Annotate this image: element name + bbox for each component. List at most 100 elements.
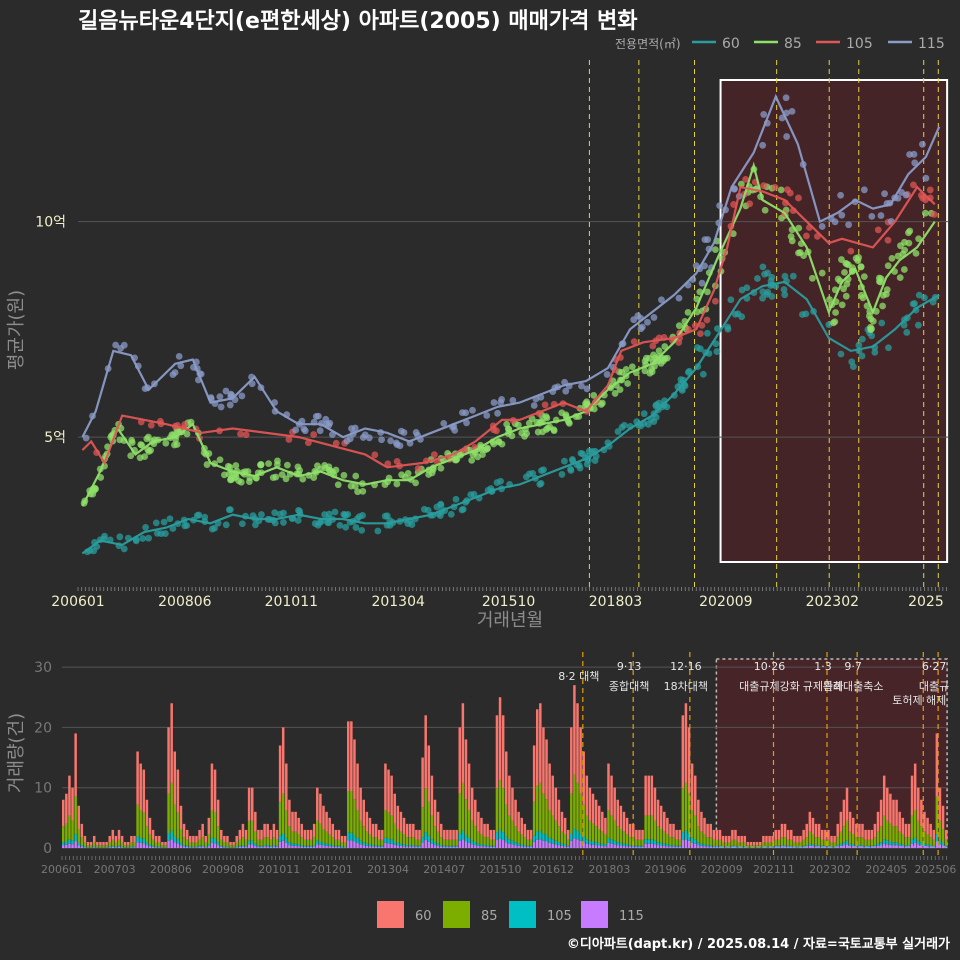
volume-bar-segment — [492, 846, 496, 848]
volume-bar-segment — [421, 807, 424, 838]
volume-bar-segment — [353, 799, 356, 835]
volume-bar-segment — [285, 763, 288, 811]
volume-bar-segment — [77, 829, 80, 843]
volume-bar-segment — [235, 846, 238, 848]
volume-bar-segment — [195, 846, 198, 848]
volume-bar-segment — [622, 831, 626, 844]
volume-bar-segment — [532, 841, 536, 848]
volume-bar-segment — [721, 847, 725, 848]
volume-bar-segment — [322, 842, 325, 846]
volume-bar-segment — [734, 829, 737, 840]
volume-bar-segment — [232, 845, 235, 848]
volume-bar-segment — [551, 839, 554, 844]
volume-bar-segment — [371, 837, 375, 846]
series-85-point — [347, 482, 355, 490]
volume-bar-segment — [68, 839, 71, 844]
volume-bar-segment — [501, 715, 505, 789]
volume-bar-segment — [830, 842, 833, 847]
series-60-point — [903, 329, 911, 336]
volume-bars — [62, 685, 948, 848]
volume-bar-segment — [337, 829, 341, 840]
volume-bar-segment — [542, 793, 545, 834]
volume-bar-segment — [467, 763, 471, 811]
series-85-point — [832, 309, 839, 316]
volume-bar-segment — [731, 846, 734, 848]
series-105-point — [630, 338, 638, 346]
series-85-point — [245, 478, 253, 485]
series-105-point — [541, 401, 549, 409]
volume-bar-segment — [669, 837, 672, 846]
volume-bar-segment — [759, 841, 762, 846]
series-85-point — [818, 269, 826, 277]
volume-bar-segment — [182, 823, 186, 838]
volume-bar-segment — [201, 845, 204, 847]
volume-bar-segment — [650, 843, 654, 848]
series-115-point — [698, 279, 706, 287]
volume-bar-segment — [523, 837, 527, 846]
volume-bar-segment — [752, 845, 756, 848]
volume-bar-segment — [635, 846, 638, 848]
volume-bar-segment — [715, 829, 719, 840]
series-115-point — [675, 294, 683, 302]
volume-bar-segment — [839, 843, 843, 846]
volume-bar-segment — [929, 823, 932, 838]
volume-x-tick: 200806 — [150, 863, 192, 876]
volume-bar-segment — [269, 839, 273, 846]
volume-bar-segment — [886, 820, 889, 841]
volume-bar-segment — [452, 846, 455, 848]
volume-bar-segment — [331, 837, 335, 846]
volume-bar-segment — [889, 793, 892, 824]
volume-bar-segment — [923, 845, 926, 848]
volume-bar-segment — [529, 829, 533, 840]
volume-bar-segment — [288, 845, 291, 848]
volume-legend-swatch-105 — [509, 901, 536, 928]
series-115-point — [463, 419, 470, 427]
volume-bar-segment — [291, 831, 294, 844]
volume-bar-segment — [833, 846, 836, 848]
policy-annotation: 9·13 — [617, 660, 642, 673]
volume-bar-segment — [833, 842, 836, 847]
volume-bar-segment — [470, 820, 474, 841]
volume-bar-segment — [700, 811, 703, 832]
volume-bar-segment — [709, 837, 712, 846]
volume-bar-segment — [622, 811, 626, 832]
volume-bar-segment — [223, 842, 226, 847]
volume-bar-segment — [241, 846, 245, 848]
volume-bar-segment — [381, 829, 384, 840]
series-105-point — [742, 175, 749, 183]
volume-bar-segment — [486, 823, 489, 838]
volume-bar-segment — [247, 820, 251, 841]
series-60-point — [336, 521, 344, 529]
series-85-point — [224, 462, 232, 470]
series-60-point — [295, 507, 302, 514]
volume-bar-segment — [92, 842, 96, 847]
volume-bar-segment — [139, 763, 142, 811]
volume-bar-segment — [396, 842, 400, 846]
series-60-point — [271, 509, 279, 517]
volume-bar-segment — [870, 839, 874, 846]
volume-bar-segment — [591, 823, 595, 842]
volume-bar-segment — [374, 846, 378, 848]
volume-bar-segment — [207, 817, 211, 835]
volume-bar-segment — [790, 829, 793, 840]
x-tick-label: 201304 — [371, 594, 425, 610]
volume-bar-segment — [148, 834, 152, 845]
volume-bar-segment — [285, 810, 288, 838]
volume-bar-segment — [935, 733, 939, 797]
series-85-point — [283, 461, 291, 469]
volume-bar-segment — [560, 831, 564, 844]
series-105-point — [393, 457, 401, 465]
volume-bar-segment — [932, 829, 936, 840]
volume-bar-segment — [173, 804, 177, 837]
volume-bar-segment — [250, 840, 254, 845]
series-85-point — [474, 453, 482, 461]
volume-bar-segment — [768, 847, 771, 848]
volume-bar-segment — [198, 829, 201, 840]
series-115-point — [462, 409, 470, 417]
volume-bar-segment — [226, 847, 229, 848]
volume-bar-segment — [260, 829, 263, 840]
volume-bar-segment — [247, 840, 251, 845]
volume-bar-segment — [151, 845, 155, 847]
volume-bar-segment — [721, 842, 725, 847]
volume-bar-segment — [297, 817, 300, 835]
